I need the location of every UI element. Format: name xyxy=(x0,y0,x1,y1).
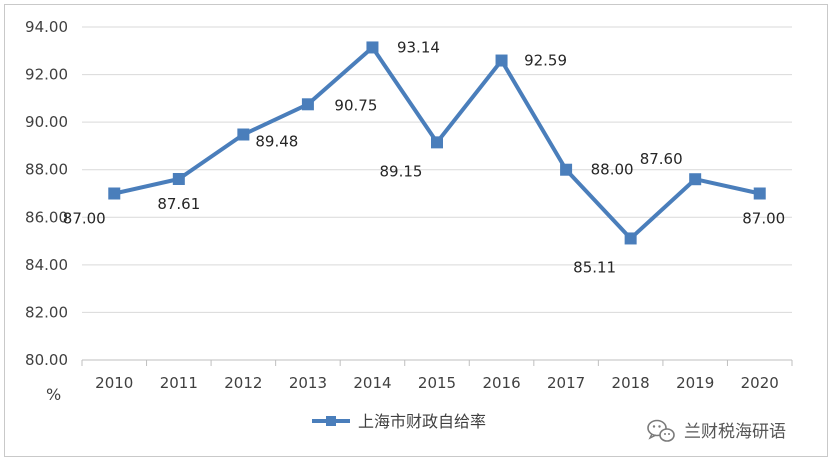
x-tick-label: 2018 xyxy=(612,374,650,392)
data-labels: 87.00 87.61 89.48 90.75 93.14 89.15 92.59 88.00… xyxy=(63,38,785,276)
data-point xyxy=(689,173,702,186)
y-tick-label: 80.00 xyxy=(25,351,68,369)
legend-marker-swatch xyxy=(326,416,336,426)
y-tick-label: 94.00 xyxy=(25,18,68,36)
data-label: 87.60 xyxy=(640,150,683,168)
x-tick-label: 2015 xyxy=(418,374,456,392)
data-label: 85.11 xyxy=(573,258,616,276)
x-tick-label: 2014 xyxy=(353,374,391,392)
wechat-icon xyxy=(647,419,675,442)
y-tick-label: 90.00 xyxy=(25,113,68,131)
data-label: 88.00 xyxy=(591,161,634,179)
y-axis-ticks: 80.00 82.00 84.00 86.00 88.00 90.00 92.00 94.00 xyxy=(25,18,68,369)
y-tick-label: 82.00 xyxy=(25,303,68,321)
x-axis-ticks: 2010 2011 2012 2013 2014 2015 2016 2017 2018 2019… xyxy=(95,374,779,392)
data-point xyxy=(753,187,766,200)
x-tick-label: 2019 xyxy=(676,374,714,392)
x-tick-label: 2016 xyxy=(482,374,520,392)
x-tick-label: 2010 xyxy=(95,374,133,392)
data-point xyxy=(366,41,379,54)
y-tick-label: 86.00 xyxy=(25,208,68,226)
data-label: 87.00 xyxy=(63,210,106,228)
y-tick-label: 84.00 xyxy=(25,256,68,274)
legend: 上海市财政自给率 xyxy=(312,412,486,431)
gridlines xyxy=(81,26,793,366)
x-tick-label: 2013 xyxy=(289,374,327,392)
x-tick-label: 2012 xyxy=(224,374,262,392)
data-point xyxy=(108,187,121,200)
data-label: 89.15 xyxy=(380,162,423,180)
data-label: 90.75 xyxy=(334,96,377,114)
y-tick-label: 88.00 xyxy=(25,161,68,179)
data-points xyxy=(108,41,766,245)
data-point xyxy=(237,128,250,141)
data-point xyxy=(495,54,508,67)
data-label: 87.00 xyxy=(742,210,785,228)
y-axis-label: % xyxy=(46,385,61,404)
data-point xyxy=(431,136,443,149)
data-point xyxy=(301,98,314,111)
chart-frame xyxy=(4,4,828,457)
watermark: 兰财税海研语 xyxy=(647,419,786,442)
legend-label: 上海市财政自给率 xyxy=(358,412,486,431)
data-point xyxy=(624,232,637,245)
watermark-text: 兰财税海研语 xyxy=(684,422,786,442)
data-label: 92.59 xyxy=(524,52,567,70)
x-tick-label: 2020 xyxy=(741,374,779,392)
y-tick-label: 92.00 xyxy=(25,66,68,84)
data-label: 89.48 xyxy=(255,133,298,151)
data-label: 93.14 xyxy=(397,38,440,56)
data-point xyxy=(560,163,573,176)
data-point xyxy=(172,172,185,185)
data-label: 87.61 xyxy=(157,195,200,213)
x-tick-label: 2017 xyxy=(547,374,585,392)
x-tick-label: 2011 xyxy=(160,374,198,392)
